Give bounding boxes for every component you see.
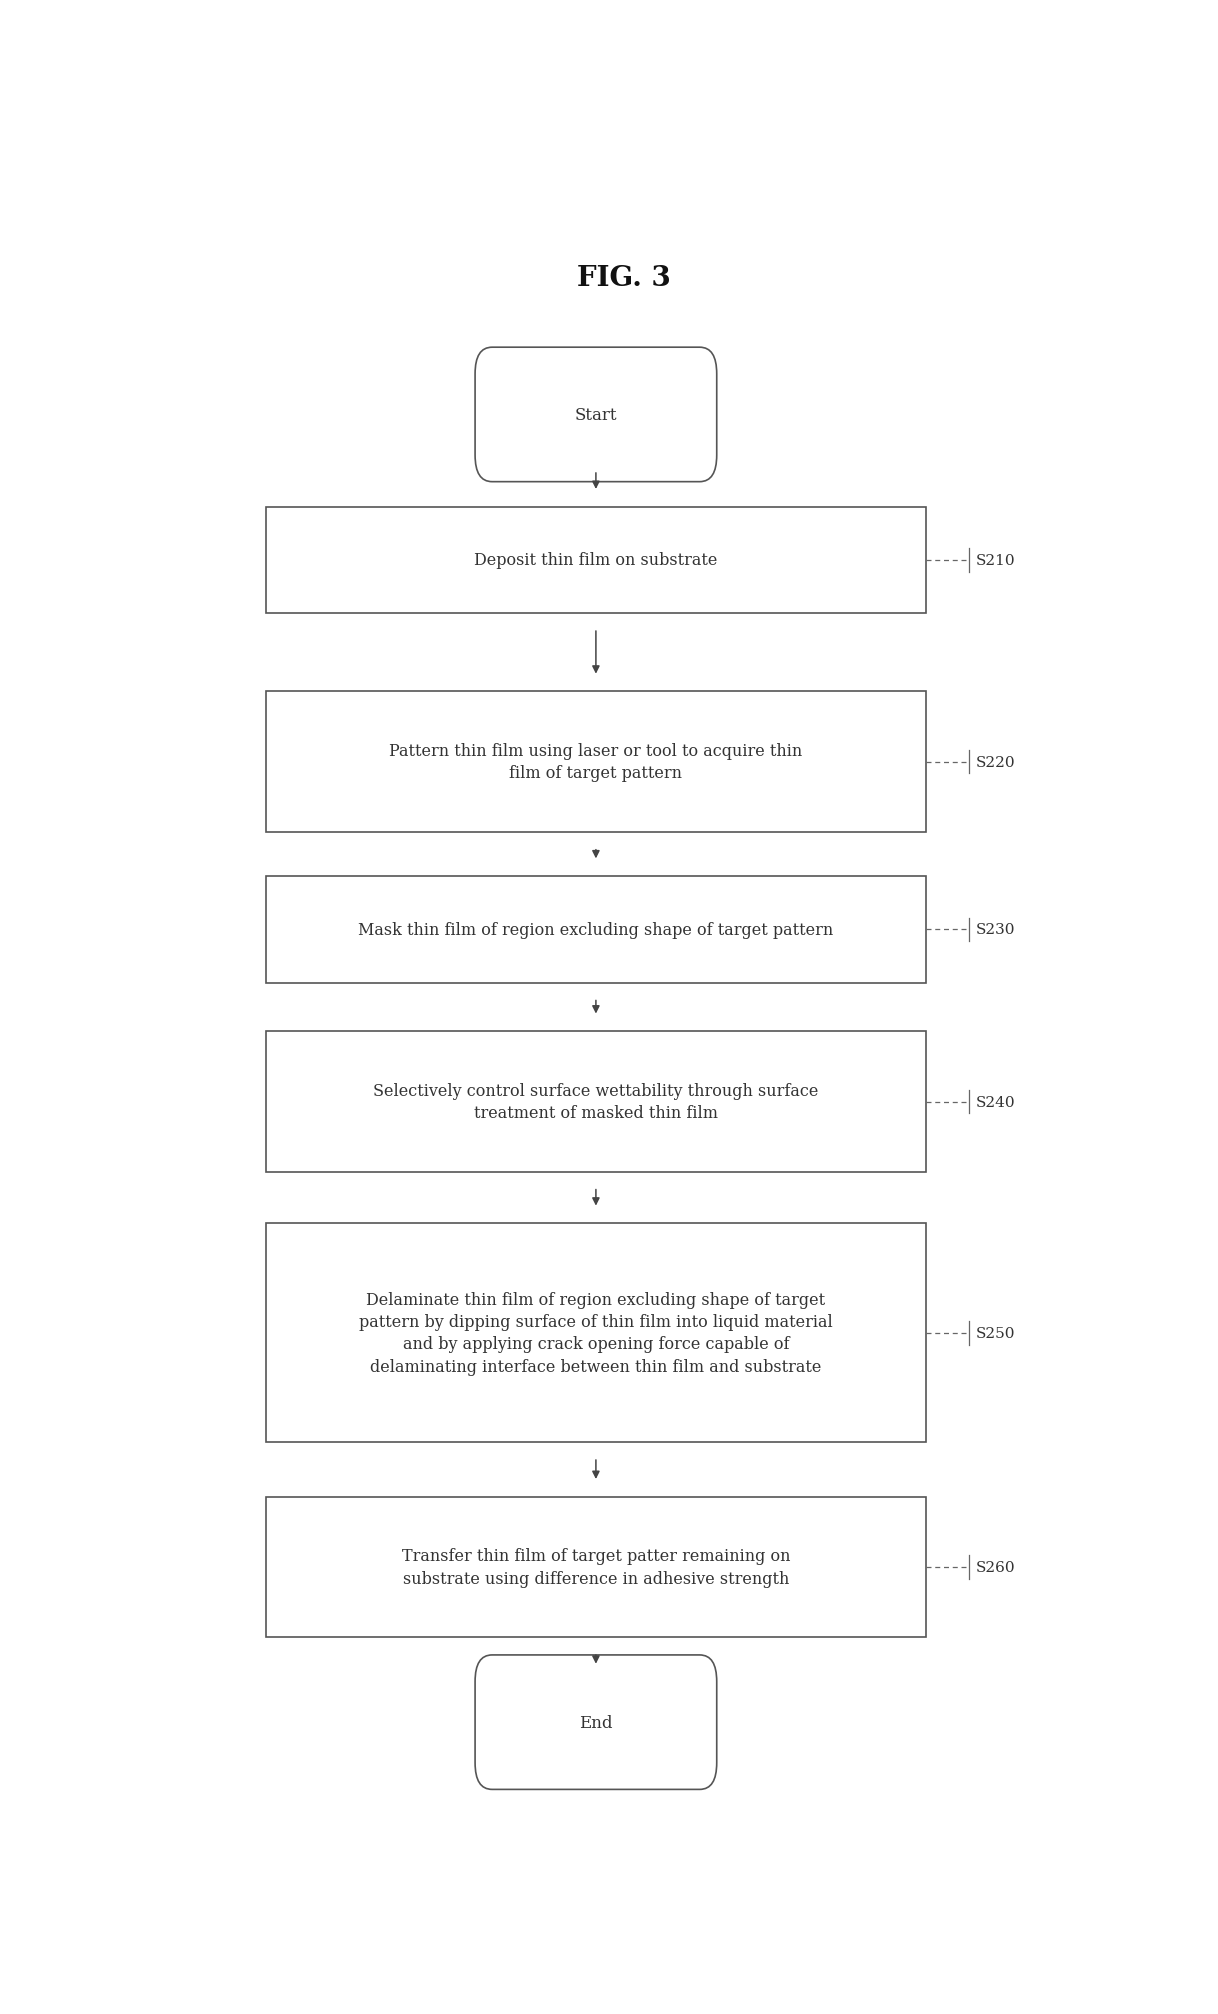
Bar [266, 1225, 926, 1442]
FancyBboxPatch shape [475, 348, 716, 483]
Bar [266, 508, 926, 614]
Text: Start: Start [575, 407, 618, 423]
FancyBboxPatch shape [475, 1656, 716, 1790]
Text: S240: S240 [976, 1096, 1015, 1110]
Bar [266, 876, 926, 983]
Text: Pattern thin film using laser or tool to acquire thin
film of target pattern: Pattern thin film using laser or tool to… [390, 743, 803, 781]
Text: FIG. 3: FIG. 3 [577, 266, 671, 292]
Bar [266, 1496, 926, 1637]
Text: Deposit thin film on substrate: Deposit thin film on substrate [474, 552, 717, 570]
Text: S260: S260 [976, 1561, 1015, 1575]
Text: Selectively control surface wettability through surface
treatment of masked thin: Selectively control surface wettability … [373, 1082, 818, 1122]
Text: S210: S210 [976, 554, 1015, 568]
Bar [266, 693, 926, 832]
Text: S220: S220 [976, 755, 1015, 769]
Text: End: End [579, 1714, 613, 1730]
Text: S250: S250 [976, 1325, 1015, 1339]
Bar [266, 1031, 926, 1172]
Text: Mask thin film of region excluding shape of target pattern: Mask thin film of region excluding shape… [358, 922, 833, 939]
Text: Delaminate thin film of region excluding shape of target
pattern by dipping surf: Delaminate thin film of region excluding… [359, 1291, 833, 1376]
Text: Transfer thin film of target patter remaining on
substrate using difference in a: Transfer thin film of target patter rema… [402, 1547, 790, 1587]
Text: S230: S230 [976, 922, 1015, 937]
